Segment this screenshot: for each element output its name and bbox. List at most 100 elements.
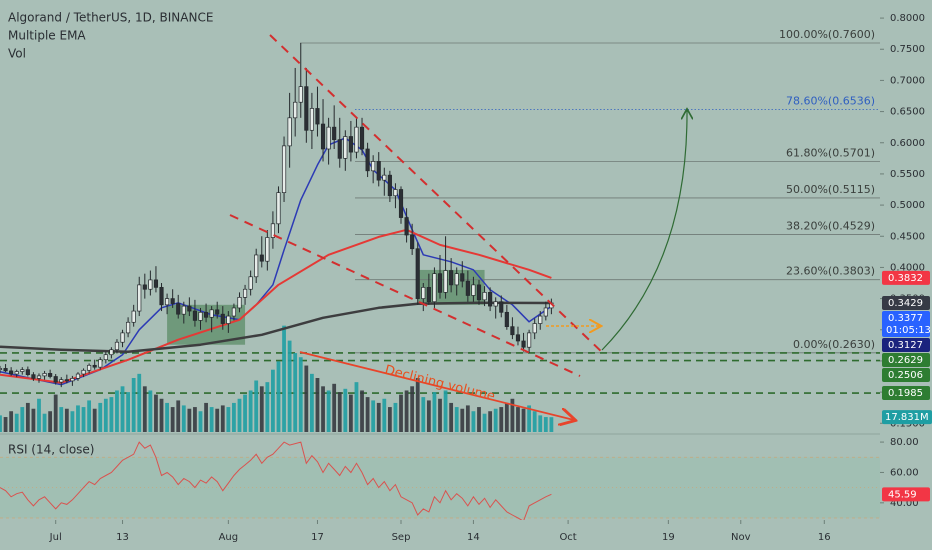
- candle-body: [471, 284, 476, 296]
- volume-bar: [326, 390, 331, 432]
- candle-body: [371, 161, 376, 172]
- volume-bar: [64, 408, 69, 432]
- price-label-box: [882, 386, 930, 401]
- candle-body: [9, 370, 14, 375]
- drawings: Declining volume: [229, 34, 687, 420]
- volume-bar: [304, 365, 309, 432]
- volume-bar: [471, 411, 476, 432]
- volume-arrow: [299, 351, 574, 420]
- price-label: 0.3832: [888, 273, 923, 284]
- candle-body: [337, 139, 342, 159]
- candle-body: [298, 86, 303, 103]
- y-tick-label: 0.5000: [890, 200, 925, 211]
- x-tick-label: Aug: [219, 532, 239, 543]
- volume-bar: [510, 398, 515, 432]
- candle-body: [493, 301, 498, 307]
- volume-bar: [549, 417, 554, 432]
- candle-body: [309, 108, 314, 131]
- volume-bar: [131, 378, 136, 432]
- volume-bar: [170, 407, 175, 432]
- fib-label: 23.60%(0.3803): [786, 265, 875, 278]
- volume-bar: [42, 413, 47, 432]
- volume-bar: [176, 400, 181, 432]
- candle-body: [354, 126, 359, 153]
- candle-body: [410, 234, 415, 250]
- volume-bar: [310, 373, 314, 432]
- volume-bar: [181, 405, 186, 432]
- volume-bar: [87, 400, 92, 432]
- candle-body: [343, 136, 348, 159]
- ema-line: [0, 301, 552, 354]
- candle-body: [36, 375, 42, 379]
- candle-body: [387, 174, 392, 197]
- candle-body: [226, 315, 231, 324]
- price-label-box: [882, 368, 930, 383]
- volume-bar: [404, 390, 409, 432]
- candles: [0, 43, 554, 388]
- price-label-box: [882, 338, 930, 353]
- volume-bar: [516, 407, 520, 432]
- candle-body: [449, 270, 454, 286]
- volume-bar: [159, 398, 164, 432]
- candle-body: [187, 305, 192, 312]
- fib-label: 78.60%(0.6536): [786, 94, 875, 107]
- candle-body: [20, 369, 25, 372]
- candle-body: [476, 284, 482, 301]
- volume-bar: [232, 402, 236, 432]
- candle-body: [270, 223, 275, 238]
- candle-body: [59, 379, 64, 383]
- volume-bar: [137, 373, 142, 432]
- x-tick-label: 17: [311, 532, 324, 543]
- candle-body: [31, 374, 36, 379]
- volume-bar: [415, 378, 420, 432]
- countdown: 01:05:13: [886, 325, 931, 336]
- volume-bar: [354, 382, 359, 432]
- candle-body: [259, 254, 264, 262]
- candle-body: [198, 311, 203, 321]
- candle-body: [382, 174, 387, 181]
- candle-body: [254, 254, 259, 278]
- candle-body: [281, 145, 287, 193]
- candle-body: [242, 288, 248, 298]
- volume-bar: [154, 394, 158, 432]
- volume-bar: [315, 378, 320, 432]
- volume-bar: [165, 402, 169, 432]
- price-label: 0.2506: [888, 370, 923, 381]
- candle-body: [326, 126, 331, 150]
- candle-body: [454, 273, 459, 286]
- candle-body: [25, 369, 30, 375]
- price-label-box: [882, 270, 930, 285]
- fib-label: 38.20%(0.4529): [786, 219, 875, 232]
- volume-bar: [477, 407, 481, 432]
- volume-bar: [70, 411, 75, 432]
- y-tick-label: 0.5500: [890, 169, 925, 180]
- volume-bar: [382, 398, 387, 432]
- price-label-box: [882, 311, 930, 338]
- volume-bar: [220, 405, 225, 432]
- candle-body: [398, 189, 404, 218]
- volume-bar: [248, 390, 253, 432]
- candle-body: [209, 309, 214, 318]
- volume-bar: [259, 386, 264, 432]
- volume-bar: [53, 394, 58, 432]
- volume-bar: [187, 408, 192, 432]
- volume-bar: [532, 411, 537, 432]
- candle-body: [0, 368, 3, 371]
- volume-bar: [465, 405, 470, 432]
- candle-body: [137, 284, 142, 312]
- volume-bar: [321, 386, 325, 432]
- volume-bar: [393, 402, 398, 432]
- candle-body: [3, 368, 8, 372]
- candle-body: [543, 307, 548, 317]
- candle-body: [521, 340, 526, 348]
- volume-bar: [538, 415, 543, 432]
- candle-body: [287, 117, 292, 147]
- volume-bar: [265, 382, 270, 432]
- candle-body: [176, 303, 181, 315]
- volume-bar: [371, 400, 376, 432]
- volume-bar: [298, 357, 303, 432]
- indicator-label: Multiple EMA: [8, 29, 86, 43]
- candle-body: [192, 310, 198, 321]
- candle-body: [109, 349, 114, 356]
- volume: [0, 325, 554, 432]
